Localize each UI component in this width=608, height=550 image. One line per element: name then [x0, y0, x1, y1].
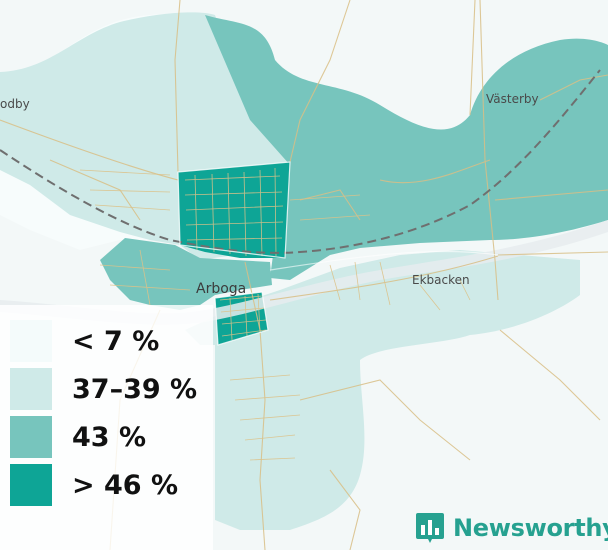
place-label-vasterby: Västerby [486, 92, 539, 106]
railways [0, 69, 601, 254]
legend-swatch-37-39 [10, 368, 52, 410]
legend-item-lt7: < 7 % [10, 320, 159, 362]
legend-swatch-lt7 [10, 320, 52, 362]
legend-label-lt7: < 7 % [72, 325, 160, 357]
region-43-west [100, 238, 272, 310]
place-label-arboga: Arboga [196, 281, 247, 297]
newsworthy-brand[interactable]: Newsworthy [415, 512, 608, 544]
legend-swatch-gt46 [10, 464, 52, 506]
legend-label-37-39: 37–39 % [72, 373, 198, 405]
region-gt46-center [178, 162, 290, 258]
region-43-northeast [205, 15, 608, 280]
bar-chart-logo-icon [416, 513, 444, 543]
legend-label-gt46: > 46 % [72, 469, 179, 501]
legend-swatch-43 [10, 416, 52, 458]
legend-label-43: 43 % [72, 421, 147, 453]
region-37-39-south [185, 250, 580, 530]
street-grid [79, 167, 471, 461]
place-label-odby: odby [0, 97, 30, 111]
legend-item-gt46: > 46 % [10, 464, 178, 506]
map-legend: < 7 % 37–39 % 43 % > 46 % [0, 305, 213, 550]
place-label-ekbacken: Ekbacken [412, 273, 470, 287]
legend-item-37-39: 37–39 % [10, 368, 197, 410]
legend-item-43: 43 % [10, 416, 146, 458]
brand-name: Newsworthy [453, 514, 608, 542]
